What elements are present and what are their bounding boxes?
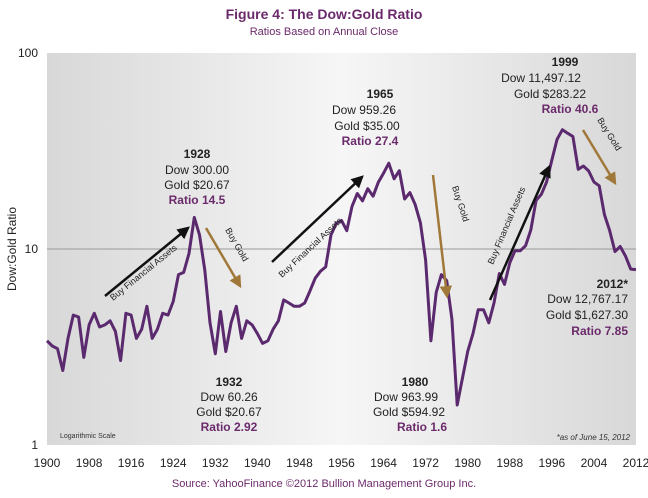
- log-scale-note: Logarithmic Scale: [60, 433, 116, 440]
- annotation-1928-gold: Gold $20.67: [164, 178, 230, 192]
- source-note: Source: YahooFinance ©2012 Bullion Manag…: [171, 478, 477, 490]
- annotation-2012: 2012* Dow 12,767.17 Gold $1,627.30 Ratio…: [546, 277, 628, 338]
- chart-subtitle: Ratios Based on Annual Close: [249, 26, 399, 38]
- chart-title: Figure 4: The Dow:Gold Ratio: [225, 6, 423, 22]
- annotation-1999-dow: Dow 11,497.12: [501, 71, 581, 85]
- x-tick-label: 1908: [76, 456, 103, 470]
- annotation-1965-year: 1965: [367, 87, 394, 101]
- y-axis-label: Dow:Gold Ratio: [5, 207, 19, 291]
- annotation-1928-ratio: Ratio 14.5: [169, 193, 226, 207]
- y-tick-label: 1: [31, 438, 38, 452]
- x-tick-label: 1932: [202, 456, 229, 470]
- x-tick-label: 1972: [412, 456, 439, 470]
- annotation-1965-dow: Dow 959.26: [332, 103, 396, 117]
- annotation-1928-year: 1928: [184, 147, 211, 161]
- dow-gold-chart: Dow:Gold Ratio 1 10 100 1900 1908 1916 1924 19…: [5, 46, 648, 470]
- annotation-2012-dow: Dow 12,767.17: [547, 292, 628, 306]
- x-tick-label: 1980: [454, 456, 481, 470]
- annotation-1980-year: 1980: [402, 375, 429, 389]
- annotation-1928: 1928 Dow 300.00 Gold $20.67 Ratio 14.5: [164, 147, 230, 207]
- annotation-1928-dow: Dow 300.00: [165, 163, 229, 177]
- annotation-1932-dow: Dow 60.26: [200, 390, 258, 404]
- annotation-1932-gold: Gold $20.67: [196, 405, 262, 419]
- annotation-1999: 1999 Dow 11,497.12 Gold $283.22 Ratio 40…: [501, 55, 599, 116]
- annotation-1932-ratio: Ratio 2.92: [201, 420, 258, 434]
- x-tick-label: 1956: [328, 456, 355, 470]
- annotation-1965: 1965 Dow 959.26 Gold $35.00 Ratio 27.4: [332, 87, 400, 148]
- annotation-1965-ratio: Ratio 27.4: [342, 134, 399, 148]
- annotation-1999-ratio: Ratio 40.6: [542, 102, 599, 116]
- y-tick-label: 100: [18, 46, 38, 60]
- x-tick-label: 2004: [581, 456, 608, 470]
- annotation-2012-gold: Gold $1,627.30: [546, 308, 628, 322]
- annotation-1999-gold: Gold $283.22: [514, 87, 586, 101]
- x-tick-label: 1940: [244, 456, 271, 470]
- x-tick-label: 1900: [34, 456, 61, 470]
- x-tick-label: 1916: [118, 456, 145, 470]
- annotation-1980-dow: Dow 963.99: [374, 390, 438, 404]
- annotation-2012-year: 2012*: [597, 277, 629, 291]
- annotation-1965-gold: Gold $35.00: [334, 119, 400, 133]
- series-line: [45, 128, 637, 407]
- x-tick-label: 2012: [623, 456, 648, 470]
- annotation-1980-gold: Gold $594.92: [373, 405, 445, 419]
- x-tick-label: 1948: [286, 456, 313, 470]
- x-tick-label: 1964: [370, 456, 397, 470]
- x-tick-label: 1988: [496, 456, 523, 470]
- x-tick-label: 1996: [539, 456, 566, 470]
- annotation-1932: 1932 Dow 60.26 Gold $20.67 Ratio 2.92: [196, 375, 262, 434]
- x-tick-label: 1924: [160, 456, 187, 470]
- annotation-1999-year: 1999: [552, 55, 579, 69]
- annotation-2012-ratio: Ratio 7.85: [571, 324, 628, 338]
- y-tick-label: 10: [25, 242, 39, 256]
- as-of-note: *as of June 15, 2012: [557, 433, 631, 442]
- annotation-1932-year: 1932: [216, 375, 243, 389]
- annotation-1980: 1980 Dow 963.99 Gold $594.92 Ratio 1.6: [373, 375, 447, 434]
- annotation-1980-ratio: Ratio 1.6: [397, 420, 447, 434]
